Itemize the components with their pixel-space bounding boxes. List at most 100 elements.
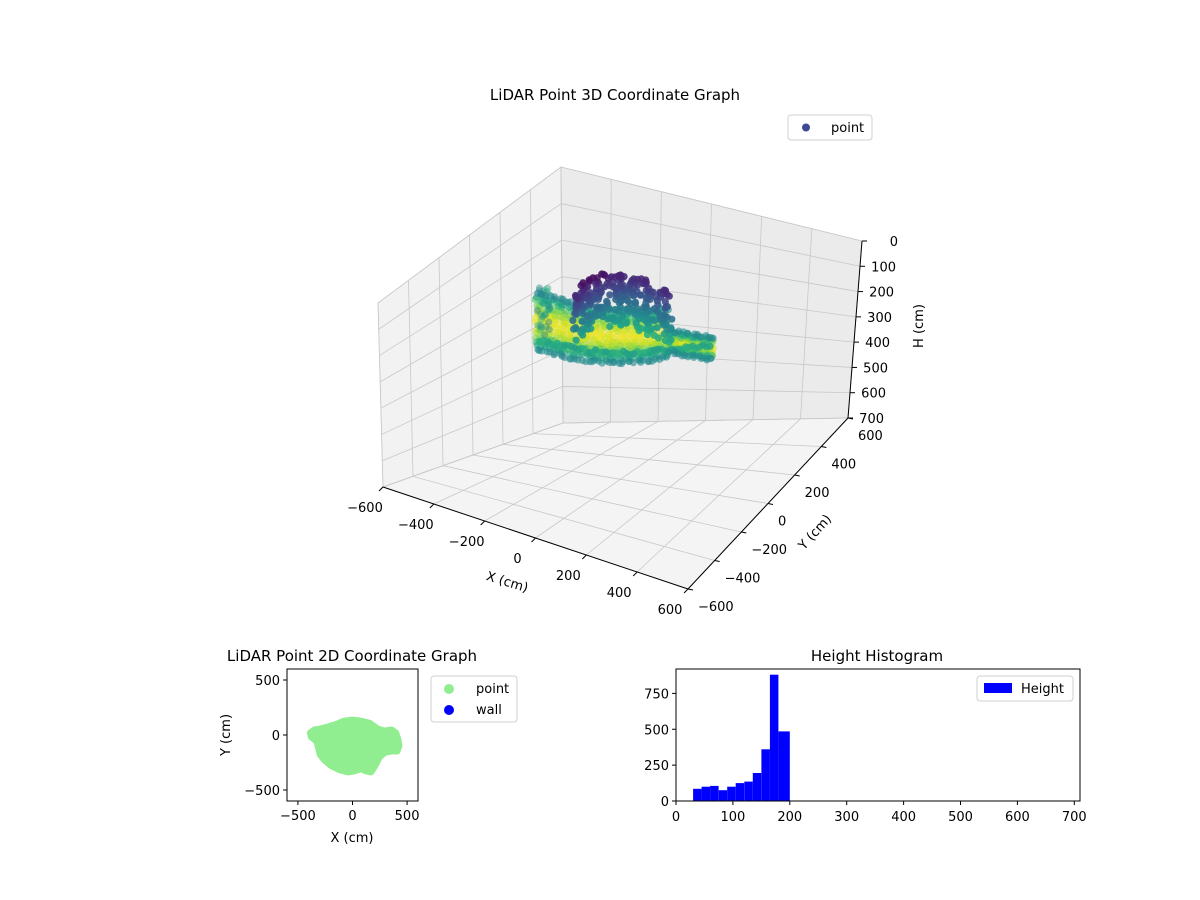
histogram-bar: [718, 790, 728, 801]
point-3d: [604, 331, 612, 339]
point-3d: [603, 297, 611, 305]
point-3d: [578, 351, 586, 359]
y-tick-label-hist: 750: [644, 687, 669, 702]
z-axis-label-3d: H (cm): [912, 304, 927, 348]
point-3d: [706, 342, 714, 350]
point-3d: [540, 300, 548, 308]
z-tick-label-3d: 100: [871, 260, 896, 275]
z-axis-line: [847, 240, 863, 419]
y-tick-label-3d: 200: [805, 486, 830, 501]
point-3d: [606, 291, 614, 299]
point-3d: [541, 310, 549, 318]
x-tick-mark-3d: [429, 503, 435, 509]
z-tick-label-3d: 600: [861, 387, 886, 402]
point-3d: [689, 342, 697, 350]
x-tick-label-2d: −500: [280, 809, 316, 824]
point-3d: [665, 331, 674, 339]
x-tick-mark-3d: [378, 486, 384, 492]
grid-line-z: [382, 386, 851, 462]
x-tick-mark-3d: [683, 588, 689, 594]
point-3d: [593, 303, 601, 311]
legend-2d-point-label: point: [476, 682, 509, 697]
point-3d: [551, 293, 559, 301]
point-3d: [544, 337, 552, 345]
point-3d: [535, 284, 544, 292]
y-tick-mark-3d: [714, 560, 720, 562]
point-3d: [671, 350, 679, 358]
grid-line-z: [378, 203, 861, 330]
y-tick-label-2d: 500: [255, 674, 280, 689]
point-3d: [541, 311, 549, 319]
point-3d: [629, 359, 638, 367]
point-3d: [538, 324, 546, 332]
point-3d: [571, 291, 580, 300]
y-tick-label-3d: 400: [831, 458, 856, 473]
point-3d: [609, 358, 617, 367]
point-3d: [571, 344, 579, 352]
point-3d: [607, 273, 616, 281]
point-3d: [660, 311, 668, 319]
point-3d: [556, 334, 564, 342]
legend-3d-label: point: [831, 121, 864, 136]
point-3d: [543, 348, 551, 356]
point-3d: [544, 305, 552, 314]
x-tick-label-3d: −200: [449, 535, 485, 550]
point-3d: [538, 347, 546, 355]
point-3d: [537, 310, 545, 319]
legend-3d-frame: [787, 114, 873, 141]
y-tick-label-3d: 600: [858, 429, 883, 444]
point-3d: [546, 304, 554, 312]
point-3d: [569, 316, 577, 324]
point-3d: [545, 330, 553, 338]
point-3d: [661, 336, 669, 345]
legend-histogram-label: Height: [1021, 682, 1064, 697]
y-tick-label-3d: 0: [778, 515, 786, 530]
point-3d: [579, 317, 587, 325]
point-3d: [705, 334, 714, 342]
point-3d: [579, 279, 587, 287]
point-3d: [560, 342, 568, 350]
histogram-bars: [693, 674, 790, 801]
legend-2d-point-marker: [444, 684, 454, 694]
histogram-title: Height Histogram: [811, 647, 943, 665]
point-3d: [542, 323, 550, 331]
z-tick-label-3d: 400: [865, 336, 890, 351]
chart-3d-title: LiDAR Point 3D Coordinate Graph: [490, 86, 740, 104]
point-3d: [571, 355, 579, 363]
point-3d: [661, 298, 669, 306]
y-axis-label-2d: Y (cm): [219, 714, 234, 757]
x-tick-mark-3d: [581, 554, 587, 560]
ticks-2d: −500 0 500 −500 0 500: [244, 674, 419, 824]
point-3d: [697, 354, 705, 363]
x-tick-label-3d: −400: [398, 518, 434, 533]
x-tick-label-2d: 0: [348, 809, 356, 824]
point-3d: [619, 358, 627, 366]
histogram-bar: [752, 773, 762, 801]
point-3d: [642, 276, 650, 284]
point-3d: [659, 353, 667, 361]
point-3d: [545, 318, 553, 326]
point-3d: [537, 315, 545, 323]
histogram-bar: [744, 781, 753, 801]
histogram-frame: [675, 668, 1081, 802]
point-3d: [654, 345, 662, 353]
y-tick-label-hist: 250: [644, 759, 669, 774]
x-tick-label-hist: 0: [672, 810, 680, 825]
y-tick-mark-3d: [767, 503, 774, 505]
legend-3d: point: [787, 114, 873, 141]
point-3d: [662, 303, 670, 311]
legend-2d-wall-label: wall: [476, 703, 502, 718]
point-3d: [539, 312, 547, 320]
histogram-bar: [701, 786, 711, 801]
point-3d: [630, 350, 638, 358]
point-3d: [690, 330, 699, 338]
point-3d: [536, 326, 544, 334]
point-3d: [545, 306, 553, 314]
point-3d: [645, 352, 653, 360]
grid-line-z: [379, 239, 859, 356]
x-axis-label-2d: X (cm): [331, 831, 374, 846]
legend-2d-wall-marker: [444, 705, 454, 715]
point-3d: [550, 351, 558, 359]
legend-histogram-swatch: [984, 683, 1012, 693]
